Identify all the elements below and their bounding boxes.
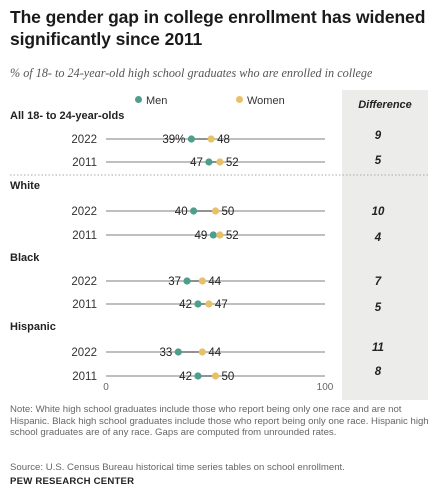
group-label: Hispanic	[10, 321, 56, 333]
year-label: 2011	[72, 299, 97, 311]
chart-note: Note: White high school graduates includ…	[10, 404, 429, 438]
difference-value: 11	[372, 342, 384, 354]
difference-header: Difference	[358, 99, 412, 111]
year-label: 2011	[72, 157, 97, 169]
difference-value: 9	[375, 130, 382, 142]
difference-value: 10	[372, 206, 385, 218]
women-dot	[211, 207, 220, 215]
men-value-label: 49	[195, 230, 208, 242]
women-value-label: 52	[226, 230, 239, 242]
men-value-label: 37	[168, 276, 181, 288]
women-value-label: 50	[222, 371, 235, 383]
men-dot	[190, 207, 198, 215]
women-value-label: 48	[217, 134, 230, 146]
year-label: 2022	[71, 347, 97, 359]
year-label: 2022	[71, 134, 97, 146]
difference-panel	[342, 90, 428, 400]
men-dot	[174, 348, 182, 356]
chart-subtitle: % of 18- to 24-year-old high school grad…	[10, 66, 373, 80]
women-value-label: 50	[222, 206, 235, 218]
men-dot	[194, 300, 202, 308]
chart-title: The gender gap in college enrollment has…	[10, 7, 426, 49]
men-value-label: 39%	[162, 134, 185, 146]
women-dot	[211, 372, 220, 380]
men-value-label: 33	[159, 347, 172, 359]
men-dot	[187, 135, 196, 143]
women-legend-dot-icon	[236, 96, 243, 103]
legend-women-label: Women	[247, 95, 285, 107]
men-legend-dot-icon	[135, 96, 142, 103]
men-value-label: 42	[179, 371, 192, 383]
x-tick-label: 0	[103, 382, 109, 393]
chart-source: Source: U.S. Census Bureau historical ti…	[10, 462, 345, 473]
year-label: 2011	[72, 371, 97, 383]
group-label: Black	[10, 252, 40, 264]
year-label: 2022	[71, 206, 97, 218]
year-label: 2022	[71, 276, 97, 288]
men-value-label: 42	[179, 299, 192, 311]
x-tick-label: 100	[317, 382, 334, 393]
men-dot	[205, 158, 213, 166]
difference-value: 8	[375, 366, 382, 378]
women-value-label: 52	[226, 157, 239, 169]
women-dot	[216, 158, 224, 166]
men-dot	[194, 372, 202, 380]
difference-value: 5	[375, 302, 382, 314]
women-dot	[198, 348, 206, 356]
women-dot	[205, 300, 213, 308]
legend-men-label: Men	[146, 95, 168, 107]
women-value-label: 44	[208, 276, 221, 288]
women-dot	[198, 277, 206, 285]
difference-value: 7	[375, 276, 382, 288]
men-dot	[209, 231, 217, 239]
legend-women: Women	[236, 95, 285, 107]
brand-logo-text: PEW RESEARCH CENTER	[10, 476, 135, 487]
men-dot	[183, 277, 191, 285]
women-value-label: 44	[208, 347, 221, 359]
group-label: White	[10, 180, 40, 192]
women-value-label: 47	[215, 299, 228, 311]
women-dot	[216, 231, 224, 239]
difference-value: 5	[375, 155, 382, 167]
men-value-label: 47	[190, 157, 203, 169]
group-label: All 18- to 24-year-olds	[10, 110, 124, 122]
legend-men: Men	[135, 95, 167, 107]
year-label: 2011	[72, 230, 97, 242]
difference-value: 4	[374, 232, 382, 244]
men-value-label: 40	[175, 206, 188, 218]
women-dot	[207, 135, 215, 143]
